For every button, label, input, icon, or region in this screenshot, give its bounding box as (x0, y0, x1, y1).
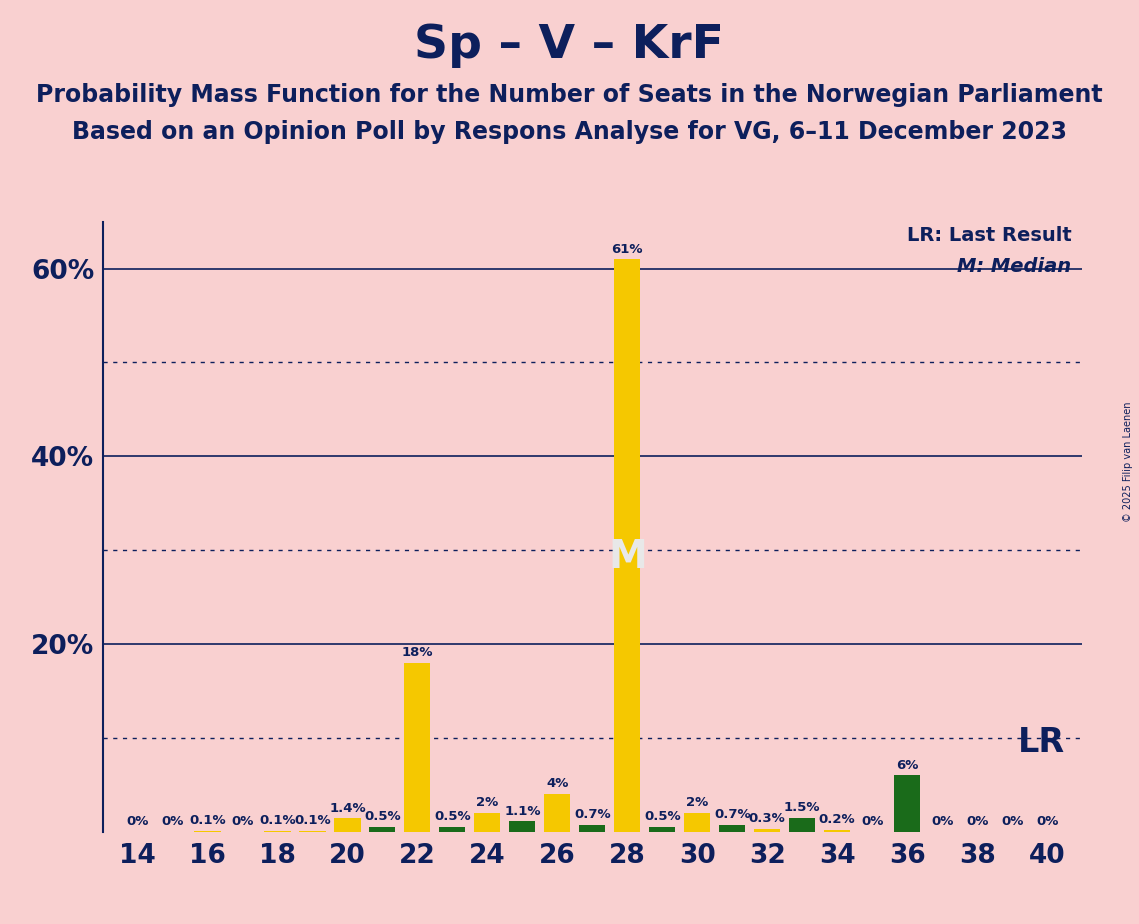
Bar (300, 831, 326, 832)
Text: 1.1%: 1.1% (505, 805, 541, 818)
Text: 0.5%: 0.5% (644, 810, 681, 823)
Text: 0%: 0% (1001, 815, 1023, 828)
Text: 0%: 0% (966, 815, 989, 828)
Text: Sp – V – KrF: Sp – V – KrF (415, 23, 724, 68)
Bar (754, 829, 780, 832)
Text: 0.1%: 0.1% (259, 814, 296, 827)
Bar (649, 827, 675, 832)
Text: Probability Mass Function for the Number of Seats in the Norwegian Parliament: Probability Mass Function for the Number… (36, 83, 1103, 107)
Text: 2%: 2% (476, 796, 499, 809)
Text: 18%: 18% (402, 646, 433, 659)
Text: © 2025 Filip van Laenen: © 2025 Filip van Laenen (1123, 402, 1132, 522)
Text: 0.7%: 0.7% (574, 808, 611, 821)
Text: 0.3%: 0.3% (748, 812, 786, 825)
Bar (579, 825, 606, 832)
Bar (264, 831, 290, 832)
Text: 0%: 0% (1035, 815, 1058, 828)
Bar (614, 260, 640, 832)
Bar (195, 831, 221, 832)
Text: 2%: 2% (686, 796, 708, 809)
Text: LR: LR (1017, 726, 1065, 759)
Text: 1.5%: 1.5% (784, 801, 820, 814)
Text: 0%: 0% (931, 815, 953, 828)
Bar (404, 663, 431, 832)
Text: 0.2%: 0.2% (819, 813, 855, 826)
Bar (509, 821, 535, 832)
Text: 0.1%: 0.1% (294, 814, 330, 827)
Bar (474, 813, 500, 832)
Bar (789, 818, 816, 832)
Bar (894, 775, 920, 832)
Text: 0%: 0% (162, 815, 183, 828)
Text: 1.4%: 1.4% (329, 802, 366, 815)
Text: M: M (608, 538, 647, 576)
Text: Based on an Opinion Poll by Respons Analyse for VG, 6–11 December 2023: Based on an Opinion Poll by Respons Anal… (72, 120, 1067, 144)
Bar (685, 813, 711, 832)
Bar (440, 827, 466, 832)
Bar (334, 819, 361, 832)
Bar (369, 827, 395, 832)
Text: 0.5%: 0.5% (364, 810, 401, 823)
Bar (823, 830, 851, 832)
Text: 4%: 4% (546, 777, 568, 790)
Text: 0%: 0% (231, 815, 254, 828)
Bar (544, 794, 571, 832)
Text: 0.5%: 0.5% (434, 810, 470, 823)
Text: 61%: 61% (612, 242, 644, 256)
Text: 0.7%: 0.7% (714, 808, 751, 821)
Text: 0.1%: 0.1% (189, 814, 226, 827)
Text: 6%: 6% (896, 759, 918, 772)
Text: LR: Last Result: LR: Last Result (907, 226, 1072, 246)
Text: 0%: 0% (126, 815, 149, 828)
Text: 0%: 0% (861, 815, 884, 828)
Bar (719, 825, 745, 832)
Text: M: Median: M: Median (958, 258, 1072, 276)
